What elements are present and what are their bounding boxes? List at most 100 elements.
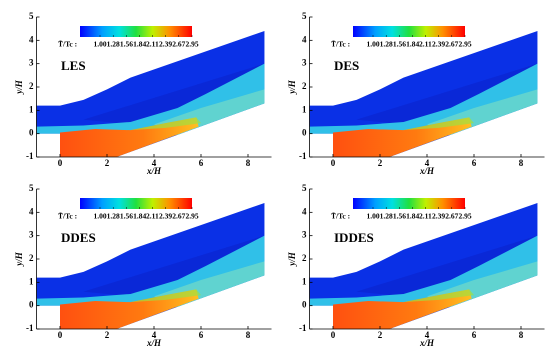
panel-label: LES — [61, 58, 86, 73]
green-band — [130, 117, 201, 131]
colorbar-tick-label: 1.56 — [120, 212, 133, 221]
colorbar-label: T̃/Tc : — [331, 211, 350, 221]
panel-label: IDDES — [334, 230, 374, 245]
panel: -1 0 1 2 3 4 5 0 2 4 6 8 x/H y/H LES T̃/Tc : 1.00 1.28 1.5… — [14, 11, 272, 176]
colorbar-tick-label: 2.11 — [146, 40, 159, 49]
y-tick-label: -1 — [26, 323, 34, 333]
y-tick-label: 3 — [302, 58, 307, 68]
colorbar-tick-label: 1.00 — [93, 40, 106, 49]
colorbar — [80, 26, 192, 37]
y-tick-label: -1 — [26, 151, 34, 161]
x-tick-label: 8 — [519, 158, 524, 168]
x-axis-label: x/H — [419, 166, 435, 176]
colorbar-tick-label: 2.67 — [172, 212, 185, 221]
y-tick-label: 1 — [302, 104, 307, 114]
y-tick-label: 1 — [29, 104, 34, 114]
colorbar-tick-label: 2.95 — [185, 40, 198, 49]
x-axis-label: x/H — [146, 166, 162, 176]
colorbar-label: T̃/Tc : — [58, 211, 77, 221]
y-axis-label: y/H — [14, 251, 24, 266]
panel: -1 0 1 2 3 4 5 0 2 4 6 8 x/H y/H DES T̃/Tc : 1.00 1.28 1.5… — [287, 11, 545, 176]
colorbar-tick-label: 1.84 — [133, 40, 146, 49]
x-axis-label: x/H — [146, 338, 162, 348]
y-tick-label: 5 — [29, 11, 34, 21]
x-tick-label: 0 — [58, 330, 63, 340]
colorbar-tick-label: 2.95 — [458, 212, 471, 221]
y-tick-label: 1 — [302, 276, 307, 286]
x-axis-label: x/H — [419, 338, 435, 348]
x-tick-label: 4 — [152, 158, 157, 168]
inner-flow — [356, 235, 538, 297]
colorbar — [353, 26, 465, 37]
y-axis-label: y/H — [14, 79, 24, 94]
x-tick-label: 0 — [331, 330, 336, 340]
colorbar-tick-label: 2.39 — [432, 40, 445, 49]
x-tick-label: 8 — [246, 158, 251, 168]
colorbar-tick-label: 1.84 — [133, 212, 146, 221]
colorbar-tick-label: 2.67 — [172, 40, 185, 49]
y-tick-label: 5 — [29, 183, 34, 193]
colorbar-tick-label: 1.84 — [406, 212, 419, 221]
green-band — [403, 289, 474, 303]
y-tick-label: 3 — [29, 230, 34, 240]
x-tick-label: 8 — [246, 330, 251, 340]
y-tick-label: 2 — [302, 81, 307, 91]
colorbar-tick-label: 1.56 — [393, 212, 406, 221]
x-tick-label: 6 — [199, 158, 204, 168]
x-tick-label: 0 — [331, 158, 336, 168]
colorbar-tick-label: 2.39 — [432, 212, 445, 221]
colorbar-tick-label: 1.28 — [107, 40, 120, 49]
y-tick-label: -1 — [299, 151, 307, 161]
colorbar-tick-label: 2.67 — [445, 40, 458, 49]
colorbar-tick-label: 1.56 — [120, 40, 133, 49]
colorbar-tick-label: 2.11 — [419, 212, 432, 221]
x-tick-label: 6 — [472, 330, 477, 340]
y-axis-label: y/H — [287, 251, 297, 266]
colorbar-tick-label: 1.84 — [406, 40, 419, 49]
colorbar-label: T̃/Tc : — [331, 39, 350, 49]
colorbar-tick-label: 1.00 — [366, 40, 379, 49]
y-tick-label: 0 — [29, 300, 34, 310]
colorbar-tick-label: 2.11 — [146, 212, 159, 221]
y-tick-label: 2 — [29, 253, 34, 263]
x-tick-label: 8 — [519, 330, 524, 340]
green-band — [130, 289, 201, 303]
y-tick-label: 2 — [302, 253, 307, 263]
colorbar-tick-label: 1.00 — [366, 212, 379, 221]
x-tick-label: 2 — [105, 158, 110, 168]
x-tick-label: 2 — [105, 330, 110, 340]
colorbar-tick-label: 2.39 — [159, 40, 172, 49]
y-axis-label: y/H — [287, 79, 297, 94]
x-tick-label: 0 — [58, 158, 63, 168]
x-tick-label: 4 — [425, 158, 430, 168]
colorbar-tick-label: 1.00 — [93, 212, 106, 221]
green-band — [403, 117, 474, 131]
y-tick-label: 1 — [29, 276, 34, 286]
colorbar-tick-label: 1.56 — [393, 40, 406, 49]
y-tick-label: 5 — [302, 11, 307, 21]
colorbar-tick-label: 2.11 — [419, 40, 432, 49]
colorbar — [353, 198, 465, 209]
inner-flow — [356, 63, 538, 125]
x-tick-label: 6 — [199, 330, 204, 340]
y-tick-label: 2 — [29, 81, 34, 91]
inner-flow — [83, 63, 265, 125]
y-tick-label: 0 — [302, 128, 307, 138]
x-tick-label: 2 — [378, 158, 383, 168]
panel-label: DDES — [61, 230, 96, 245]
panel-label: DES — [334, 58, 359, 73]
x-tick-label: 4 — [152, 330, 157, 340]
colorbar-label: T̃/Tc : — [58, 39, 77, 49]
x-tick-label: 6 — [472, 158, 477, 168]
colorbar-tick-label: 1.28 — [107, 212, 120, 221]
y-tick-label: 4 — [302, 206, 307, 216]
y-tick-label: 3 — [302, 230, 307, 240]
y-tick-label: 4 — [302, 34, 307, 44]
colorbar-tick-label: 2.95 — [458, 40, 471, 49]
x-tick-label: 2 — [378, 330, 383, 340]
y-tick-label: 4 — [29, 206, 34, 216]
colorbar-tick-label: 2.67 — [445, 212, 458, 221]
